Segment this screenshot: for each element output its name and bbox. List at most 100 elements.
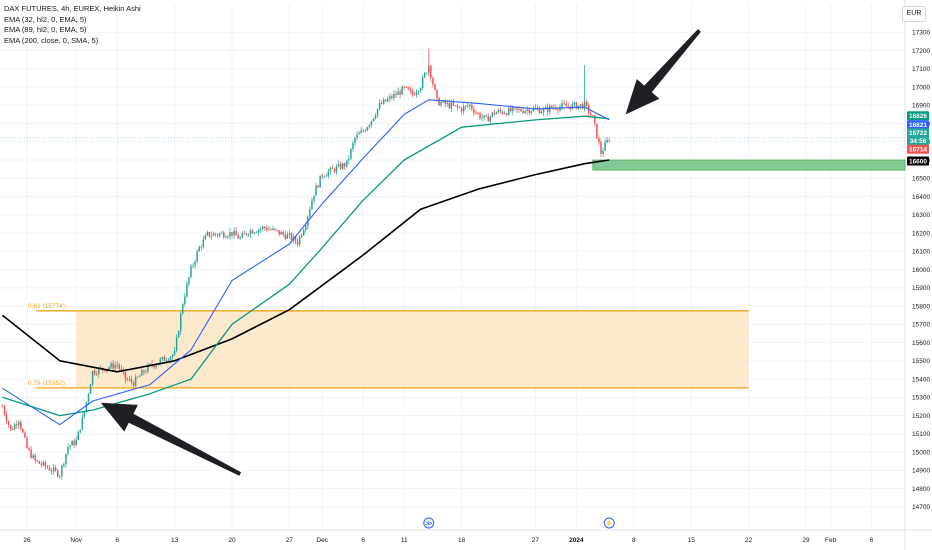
y-tick-label: 14900 (912, 468, 930, 475)
x-tick-label: Nov (70, 537, 82, 544)
candle-body (483, 115, 485, 118)
candle-body (44, 462, 47, 467)
candle-body (85, 401, 88, 412)
candle-body (262, 226, 264, 229)
x-tick-label: Feb (825, 537, 837, 544)
candle-body (198, 246, 200, 252)
price-tag (907, 111, 929, 121)
candle-body (393, 93, 395, 99)
candle-body (309, 209, 311, 217)
candle-body (180, 313, 182, 332)
candle-body (567, 106, 569, 108)
candle-body (391, 96, 393, 99)
arrow-down-left[interactable] (625, 29, 701, 115)
candle-body (374, 115, 377, 119)
candle-body (134, 376, 137, 387)
candle-body (403, 86, 405, 88)
candle-body (32, 455, 34, 458)
x-tick-label: 11 (401, 537, 408, 544)
candle-body (186, 283, 188, 297)
candle-body (196, 251, 198, 262)
candle-body (581, 104, 584, 109)
candle-body (290, 233, 293, 241)
candle-body (22, 428, 24, 433)
candle-body (456, 105, 459, 108)
candle-body (356, 134, 358, 138)
candle-body (167, 360, 170, 361)
x-tick-label: 15 (688, 537, 696, 544)
candle-body (313, 195, 315, 201)
candle-body (518, 109, 520, 110)
candle-body (430, 65, 432, 78)
candle-body (161, 357, 164, 360)
candle-body (280, 232, 282, 235)
candle-body (401, 86, 403, 95)
candle-body (288, 233, 291, 235)
candle-body (423, 73, 426, 78)
candle-body (362, 130, 364, 132)
candle-body (397, 91, 399, 96)
price-tag-label: 16714 (909, 147, 927, 154)
candle-body (194, 261, 196, 266)
event-marker[interactable] (423, 517, 435, 529)
candle-body (542, 109, 545, 113)
price-axis[interactable]: 14700 14800 14900 15000 15100 15200 15300 15400… (912, 30, 930, 512)
candle-body (512, 107, 514, 112)
candle-body (473, 109, 475, 113)
candle-body (395, 93, 397, 96)
time-axis[interactable]: 26 Nov 6 13 20 27 Dec 6 11 18 27 2024 8 15 22 29 Feb 6 (23, 537, 873, 544)
candle-body (514, 107, 516, 109)
candle-body (241, 233, 243, 238)
x-tick-label: 27 (532, 537, 540, 544)
candle-body (206, 232, 209, 236)
candle-body (399, 91, 401, 95)
x-tick-label: 6 (115, 537, 119, 544)
y-tick-label: 15500 (912, 358, 930, 365)
legend-ema-32: EMA (32, hl2, 0, EMA, 5) (4, 14, 87, 24)
candle-body (184, 296, 186, 305)
x-tick-label: 6 (870, 537, 874, 544)
candle-body (143, 370, 145, 373)
candle-body (499, 110, 502, 112)
candle-body (16, 424, 18, 426)
candle-body (317, 185, 319, 188)
currency-button[interactable]: EUR (902, 6, 926, 22)
candle-body (7, 421, 10, 425)
candle-body (438, 98, 440, 106)
ema-32-line (2, 99, 610, 426)
candle-body (503, 113, 506, 115)
candle-body (481, 117, 483, 119)
event-markers[interactable]: ≫ ⚡ (423, 517, 615, 529)
candle-body (522, 111, 524, 113)
candle-body (147, 365, 149, 372)
candle-body (315, 185, 317, 196)
x-tick-label: 22 (745, 537, 753, 544)
candle-body (557, 109, 559, 111)
candle-body (333, 168, 336, 172)
candle-body (426, 72, 428, 74)
candle-body (487, 116, 489, 122)
support-zone-rect[interactable] (592, 159, 906, 171)
candle-body (477, 112, 479, 114)
candle-body (124, 371, 127, 380)
candle-body (378, 102, 381, 109)
event-marker[interactable] (603, 517, 615, 529)
candle-body (153, 365, 155, 368)
candle-body (575, 102, 578, 109)
fibonacci-zone[interactable]: 0.61 (15774) 0.79 (15352) (28, 303, 749, 389)
candle-body (508, 107, 510, 115)
candle-body (118, 364, 120, 369)
candle-body (286, 234, 289, 239)
candle-body (57, 470, 59, 477)
price-tag (907, 144, 929, 154)
candle-body (450, 102, 453, 109)
candle-body (563, 103, 565, 105)
ema-89-line (2, 115, 610, 417)
support-zone[interactable] (592, 159, 906, 171)
arrow-up-left[interactable] (100, 402, 242, 476)
candle-body (204, 235, 207, 240)
price-tag-label: 16722 (909, 130, 927, 137)
candle-body (530, 111, 533, 114)
arrow-annotations[interactable] (100, 29, 701, 476)
